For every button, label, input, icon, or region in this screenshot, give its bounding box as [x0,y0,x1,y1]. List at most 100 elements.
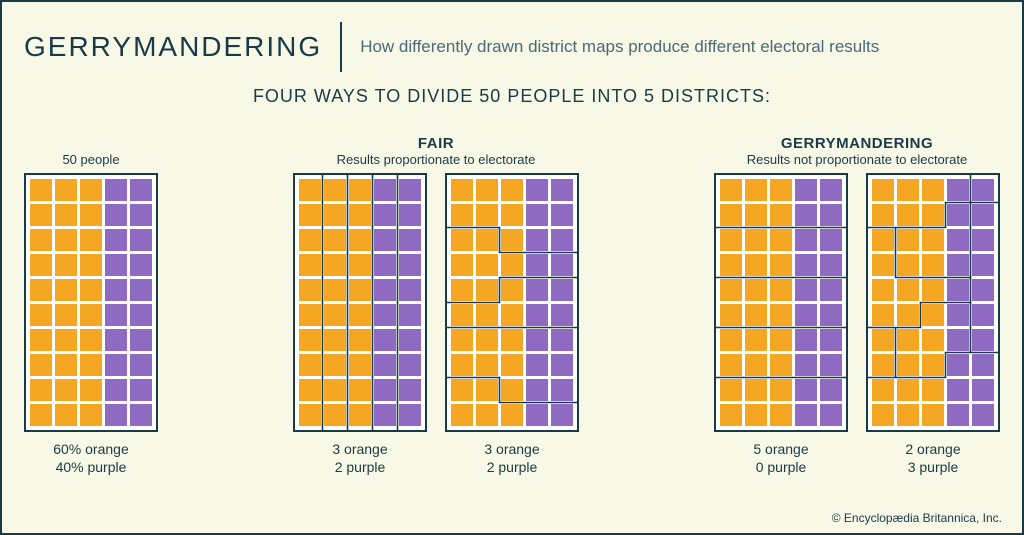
cell [745,254,767,276]
cell [820,279,842,301]
cell [947,229,969,251]
cell [105,179,127,201]
cell [324,204,346,226]
cell [349,179,371,201]
cell [720,229,742,251]
gerry-group: GERRYMANDERING Results not proportionate… [714,117,1000,476]
panel-5-caption: 2 orange 3 purple [905,440,960,476]
cell [55,354,77,376]
cell [897,204,919,226]
cell [551,254,573,276]
cell [770,404,792,426]
cell [80,254,102,276]
cell [130,354,152,376]
cell [105,254,127,276]
cell [526,279,548,301]
cell [451,404,473,426]
cell [374,354,396,376]
cell [476,204,498,226]
cell [770,254,792,276]
cell [872,304,894,326]
cell [399,204,421,226]
cell [30,304,52,326]
cell [501,404,523,426]
cell [451,329,473,351]
cell [526,379,548,401]
cell [451,229,473,251]
cell [55,304,77,326]
cell [947,404,969,426]
cell [55,254,77,276]
cell [501,329,523,351]
cell [897,404,919,426]
cell [922,204,944,226]
cell [399,304,421,326]
cell [55,404,77,426]
cell [720,354,742,376]
cell [972,354,994,376]
cell [720,254,742,276]
cell [501,179,523,201]
grid-wrap-4 [714,173,848,432]
cell [745,204,767,226]
cell [130,329,152,351]
cell [795,304,817,326]
cell [947,254,969,276]
cell [720,379,742,401]
cell [349,329,371,351]
cell [55,204,77,226]
cell [374,204,396,226]
cell [947,204,969,226]
cell [55,279,77,301]
cell [324,279,346,301]
cell [399,379,421,401]
cell [972,229,994,251]
cell [770,329,792,351]
cell [551,304,573,326]
cell [551,229,573,251]
cell [80,404,102,426]
cell [374,229,396,251]
cell [922,354,944,376]
cell [551,404,573,426]
cell [770,229,792,251]
cell [897,229,919,251]
grid-5 [872,179,994,426]
grid-wrap-2 [293,173,427,432]
cell [30,229,52,251]
cell [745,354,767,376]
cell [374,179,396,201]
cell [745,179,767,201]
cell [30,204,52,226]
cell [399,229,421,251]
panel-1-caption: 60% orange 40% purple [53,440,129,476]
cell [324,304,346,326]
cell [299,254,321,276]
cell [526,304,548,326]
cell [374,304,396,326]
cell [872,179,894,201]
cell [30,354,52,376]
cell [795,279,817,301]
cell [299,329,321,351]
cell [526,204,548,226]
cell [897,254,919,276]
cell [324,379,346,401]
cell [795,179,817,201]
cell [745,379,767,401]
panels-row: 50 people 60% orange 40% purple FAIR Res… [24,117,1000,476]
cell [299,279,321,301]
cell [551,279,573,301]
cell [795,379,817,401]
grid-wrap-5 [866,173,1000,432]
cell [451,204,473,226]
cell [720,179,742,201]
cell [30,254,52,276]
cell [80,329,102,351]
cell [897,179,919,201]
cell [451,379,473,401]
cell [80,229,102,251]
cell [130,179,152,201]
cell [551,204,573,226]
cell [770,304,792,326]
